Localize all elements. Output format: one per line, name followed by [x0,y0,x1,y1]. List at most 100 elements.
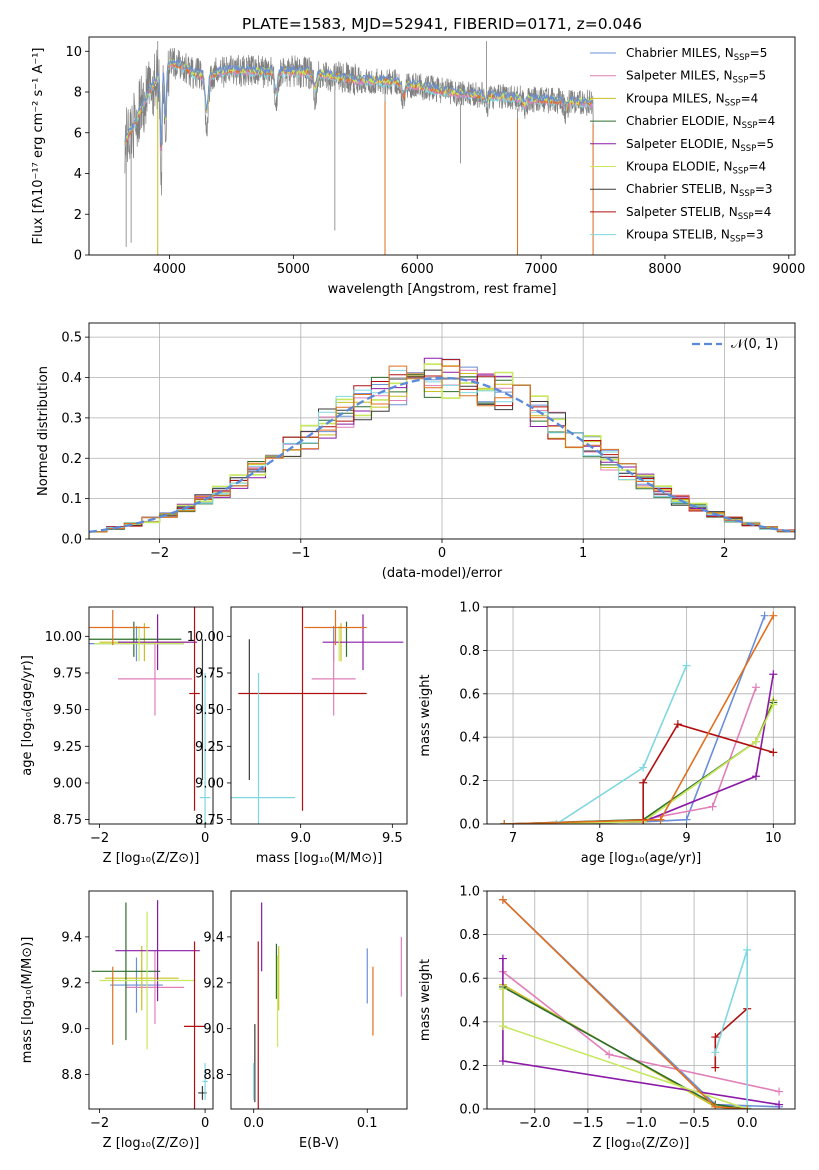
y-tick-label: 10.00 [45,630,82,645]
x-tick-label: −2 [150,546,169,561]
series-marker [760,611,769,620]
x-axis-label: Z [log₁₀(Z/Z⊙)] [103,1136,200,1151]
series-marker [711,1033,720,1042]
y-tick-label: 0.0 [61,533,82,548]
y-tick-label: 9.4 [203,930,224,945]
series-marker [711,1063,720,1072]
plot-area [253,902,402,1109]
x-tick-label: 6000 [401,262,434,277]
series-marker [498,895,507,904]
chart-title: PLATE=1583, MJD=52941, FIBERID=0171, z=0… [242,15,642,33]
series-marker [743,945,752,954]
normal-curve [89,376,795,534]
series-marker [605,1050,614,1059]
series-marker [673,720,682,729]
x-axis-label: E(B-V) [299,1136,339,1151]
x-tick-label: −1.0 [625,1116,657,1131]
series-marker [498,954,507,963]
series-line-kroupa_stelib [555,665,688,824]
y-tick-label: 10.00 [187,630,224,645]
x-tick-label: 0 [201,831,209,846]
axes-frame [88,890,214,1110]
series-line-chabrier_miles [504,615,766,824]
y-tick-label: 9.75 [195,666,224,681]
axes-residual_hist: −2 −1 0 1 2 0.0 0.1 0.2 0.3 0.4 0.5 (data-model)/er… [36,322,796,581]
series-marker [682,661,691,670]
plot-area [124,41,594,255]
series-marker [552,820,561,824]
y-tick-label: 4 [74,167,82,182]
y-axis-label: mass [log₁₀(M/M⊙)] [20,937,35,1064]
axes-frame [88,606,214,825]
plot-area [487,891,795,1109]
model-line-chabrier_miles [124,58,594,146]
x-tick-label: 0 [201,1116,209,1131]
y-tick-label: 8.75 [195,813,224,828]
x-tick-label: 0.1 [357,1116,378,1131]
legend-label: Chabrier ELODIE, NSSP=4 [626,114,775,131]
x-tick-label: 9.5 [382,831,403,846]
axes-frame [486,890,796,1110]
y-tick-label: 8 [74,86,82,101]
series-marker [498,1057,507,1066]
x-axis-label: (data-model)/error [382,566,503,581]
y-tick-label: 2 [74,208,82,223]
plot-area [91,900,208,1109]
x-axis-label: Z [log₁₀(Z/Z⊙)] [103,851,200,866]
series-line-salpeter_stelib [642,723,774,820]
series-marker [743,1105,752,1109]
x-tick-label: 5000 [277,262,310,277]
y-tick-label: 0.6 [459,972,480,987]
plot-area [89,607,211,824]
y-tick-label: 0.6 [459,687,480,702]
y-tick-label: 0.2 [61,452,82,467]
axes-frame [230,890,408,1110]
legend-label: Chabrier MILES, NSSP=5 [626,46,767,63]
x-axis-label: Z [log₁₀(Z/Z⊙)] [593,1136,690,1151]
axes-age_vs_Z: −2 0 8.75 9.00 9.25 9.50 9.75 10.00 Z [log₁₀(Z/Z… [20,606,214,866]
series-line-orange [504,615,775,824]
axes-spectrum: 4000 5000 6000 7000 8000 9000 0 2 4 6 8 10 wavelengt… [31,15,805,297]
y-tick-label: 0.4 [61,371,82,386]
y-axis-label: mass weight [418,674,433,756]
plot-area [487,607,795,824]
y-tick-label: 9.4 [61,930,82,945]
axes-frame [88,36,796,256]
y-tick-label: 0.2 [459,774,480,789]
y-axis-label: Flux [fλ10⁻¹⁷ erg cm⁻² s⁻¹ A⁻¹] [31,48,46,245]
axes-age_vs_mass: 9.0 9.5 8.75 9.00 9.25 9.50 9.75 10.00 mass [log… [187,606,408,866]
series-line-chabrier_elodie [504,702,775,824]
x-tick-label: −2 [90,1116,109,1131]
y-axis-label: Normed distribution [36,366,51,496]
series-marker [769,670,778,679]
y-tick-label: 0.8 [459,928,480,943]
axes-weight_vs_Z: −2.0 −1.5 −1.0 −0.5 0.0 0.0 0.2 0.4 0.6 0.8 1.0 Z [… [418,885,796,1151]
plot-area [89,323,795,539]
y-tick-label: 1.0 [459,601,480,616]
x-tick-label: 0.0 [737,1116,758,1131]
x-tick-label: −1.5 [572,1116,604,1131]
series-marker [639,778,648,787]
y-tick-label: 9.0 [61,1022,82,1037]
series-marker [708,802,717,811]
series-line-orange [502,899,748,1109]
series-line-kroupa_elodie [504,704,775,824]
x-tick-label: 4000 [153,262,186,277]
hist-step-orange [89,365,795,539]
plot-area [231,607,404,824]
y-tick-label: 8.8 [203,1068,224,1083]
y-tick-label: 8.8 [61,1068,82,1083]
y-tick-label: 9.25 [195,740,224,755]
x-axis-label: wavelength [Angstrom, rest frame] [328,282,557,297]
legend: Chabrier MILES, NSSP=5 Salpeter MILES, NS… [590,46,775,245]
x-tick-label: 9 [682,831,690,846]
legend-label: Salpeter STELIB, NSSP=4 [626,205,771,222]
y-tick-label: 9.2 [61,976,82,991]
y-tick-label: 0.4 [459,1015,480,1030]
y-tick-label: 9.0 [203,1022,224,1037]
axes-weight_vs_age: 7 8 9 10 0.0 0.2 0.4 0.6 0.8 1.0 age [log₁₀(age/yr… [418,601,796,866]
y-tick-label: 0 [74,249,82,264]
x-tick-label: 7000 [525,262,558,277]
series-marker [711,1048,720,1057]
legend-label: Salpeter ELODIE, NSSP=5 [626,137,774,154]
